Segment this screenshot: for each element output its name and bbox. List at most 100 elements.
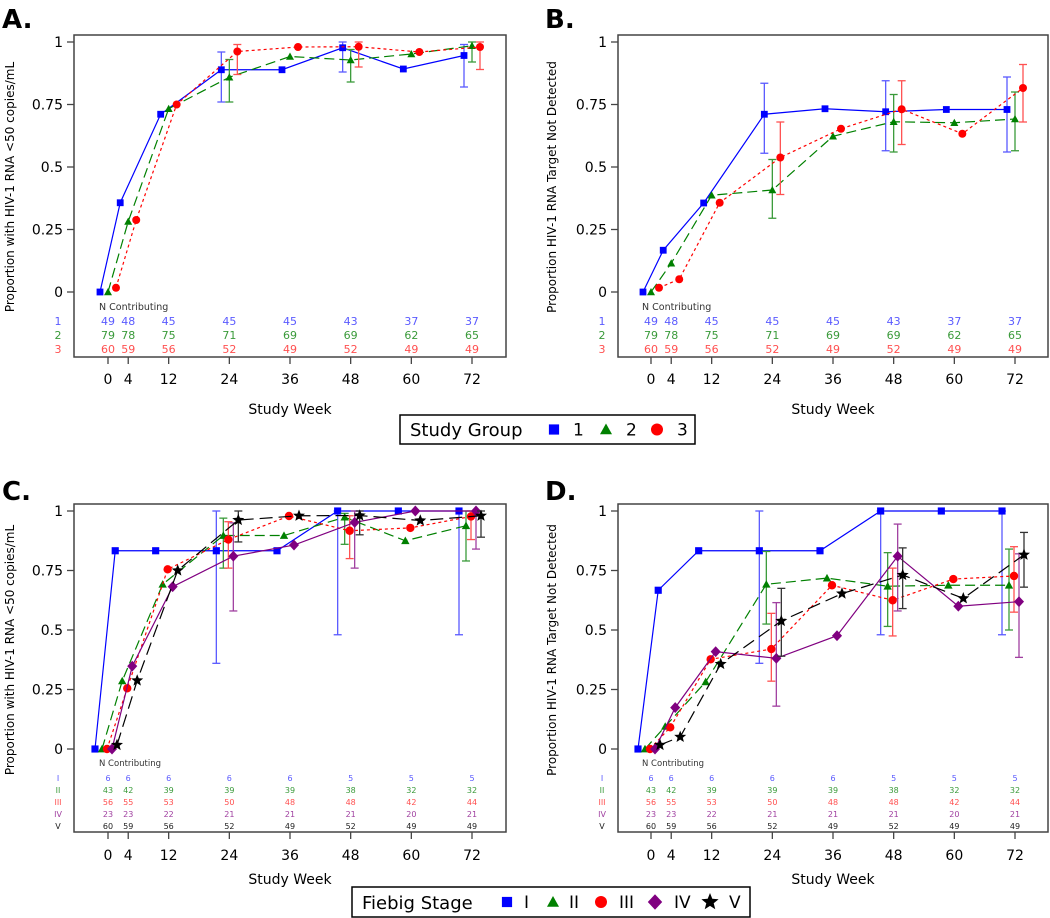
series-line bbox=[649, 575, 1015, 750]
n-value: 5 bbox=[469, 774, 474, 783]
data-point-triangle bbox=[1011, 115, 1019, 123]
n-value: 6 bbox=[105, 774, 110, 783]
data-point-star bbox=[674, 730, 687, 742]
data-point-circle bbox=[655, 283, 663, 292]
data-point-square bbox=[700, 199, 708, 207]
data-point-triangle bbox=[340, 512, 349, 521]
n-value: 45 bbox=[826, 315, 840, 328]
y-tick-label: 0.5 bbox=[41, 623, 63, 639]
data-point-triangle bbox=[346, 56, 355, 64]
data-point-triangle bbox=[407, 50, 416, 58]
panel-letter: B. bbox=[545, 5, 575, 35]
n-value: 21 bbox=[1010, 810, 1020, 819]
n-value: 75 bbox=[705, 329, 719, 342]
series-3 bbox=[655, 63, 1027, 292]
x-tick-label: 4 bbox=[667, 848, 676, 864]
series-line bbox=[107, 45, 473, 293]
series-1 bbox=[639, 76, 1011, 296]
n-value: 69 bbox=[826, 329, 840, 342]
data-point-circle bbox=[1019, 84, 1027, 92]
error-bar bbox=[460, 43, 468, 88]
data-point-square bbox=[212, 547, 220, 555]
n-value: 56 bbox=[646, 798, 656, 807]
n-value: 55 bbox=[123, 798, 133, 807]
data-point-square bbox=[998, 507, 1006, 515]
panel-c: C. 0 0.25 0.5 0.75 1 Proportion with HIV-1 RNA… bbox=[2, 477, 507, 888]
n-value: 23 bbox=[123, 810, 133, 819]
n-value: 39 bbox=[828, 786, 838, 795]
n-value: 37 bbox=[465, 315, 479, 328]
n-row-label: 3 bbox=[599, 343, 606, 356]
error-bar bbox=[217, 51, 226, 103]
x-axis-label: Study Week bbox=[248, 402, 332, 418]
error-bar bbox=[755, 510, 764, 664]
n-value: 59 bbox=[121, 343, 135, 356]
n-row-label: V bbox=[55, 822, 61, 831]
legend-title: Study Group bbox=[410, 420, 523, 441]
x-tick-label: 24 bbox=[763, 372, 781, 388]
n-value: 69 bbox=[283, 329, 297, 342]
n-value: 49 bbox=[1010, 822, 1020, 831]
n-value: 56 bbox=[164, 822, 174, 831]
n-contributing-label: N Contributing bbox=[99, 759, 161, 769]
n-value: 21 bbox=[889, 810, 899, 819]
series-II bbox=[97, 510, 471, 753]
series-line bbox=[637, 510, 1002, 750]
n-row-label: IV bbox=[598, 810, 606, 819]
y-tick-label: 0.75 bbox=[32, 564, 63, 580]
n-value: 22 bbox=[707, 810, 717, 819]
n-value: 39 bbox=[707, 786, 717, 795]
data-point-circle bbox=[163, 565, 172, 574]
data-point-triangle bbox=[768, 186, 777, 194]
n-value: 6 bbox=[227, 774, 232, 783]
series-line bbox=[111, 510, 476, 750]
data-point-star bbox=[896, 568, 909, 581]
error-bar bbox=[1005, 548, 1013, 631]
n-row-label: 1 bbox=[55, 315, 62, 328]
n-value: 79 bbox=[101, 329, 115, 342]
data-point-triangle bbox=[461, 521, 471, 530]
error-bar bbox=[876, 510, 885, 636]
data-point-diamond bbox=[470, 505, 482, 517]
n-value: 50 bbox=[767, 798, 777, 807]
n-row-label: 1 bbox=[599, 315, 606, 328]
data-point-triangle bbox=[225, 73, 234, 81]
data-point-circle bbox=[354, 42, 363, 51]
data-point-star bbox=[836, 587, 848, 599]
error-bar bbox=[1020, 531, 1028, 588]
x-tick-label: 72 bbox=[1006, 848, 1024, 864]
series-IV bbox=[106, 505, 482, 755]
x-tick-label: 4 bbox=[667, 372, 676, 388]
series-1 bbox=[96, 41, 468, 296]
n-value: 60 bbox=[101, 343, 115, 356]
n-value: 37 bbox=[404, 315, 418, 328]
y-tick-label: 1 bbox=[54, 35, 63, 51]
error-bar bbox=[881, 80, 890, 152]
x-tick-label: 60 bbox=[402, 848, 420, 864]
data-point-diamond bbox=[127, 660, 138, 672]
y-axis-label: Proportion HIV-1 RNA Target Not Detected bbox=[545, 61, 559, 313]
n-value: 42 bbox=[123, 786, 133, 795]
data-point-circle bbox=[415, 48, 424, 56]
n-value: 48 bbox=[121, 315, 135, 328]
data-point-square bbox=[334, 507, 342, 515]
legend-label: V bbox=[729, 893, 741, 913]
data-point-square bbox=[278, 66, 286, 74]
n-value: 52 bbox=[887, 343, 901, 356]
n-value: 56 bbox=[707, 822, 717, 831]
data-point-diamond bbox=[649, 743, 661, 755]
n-value: 6 bbox=[709, 774, 714, 783]
n-value: 48 bbox=[664, 315, 678, 328]
data-point-square bbox=[654, 586, 662, 594]
error-bar bbox=[762, 550, 771, 625]
y-axis-label: Proportion with HIV-1 RNA <50 copies/mL bbox=[3, 62, 17, 313]
data-point-square bbox=[634, 745, 642, 753]
error-bar bbox=[212, 510, 221, 664]
y-tick-label: 0.75 bbox=[32, 98, 63, 114]
n-value: 42 bbox=[949, 798, 959, 807]
n-value: 5 bbox=[1012, 774, 1017, 783]
legend-marker-triangle-icon bbox=[547, 896, 559, 907]
data-point-square bbox=[877, 507, 885, 515]
series-line bbox=[658, 87, 1024, 289]
n-value: 21 bbox=[767, 810, 777, 819]
